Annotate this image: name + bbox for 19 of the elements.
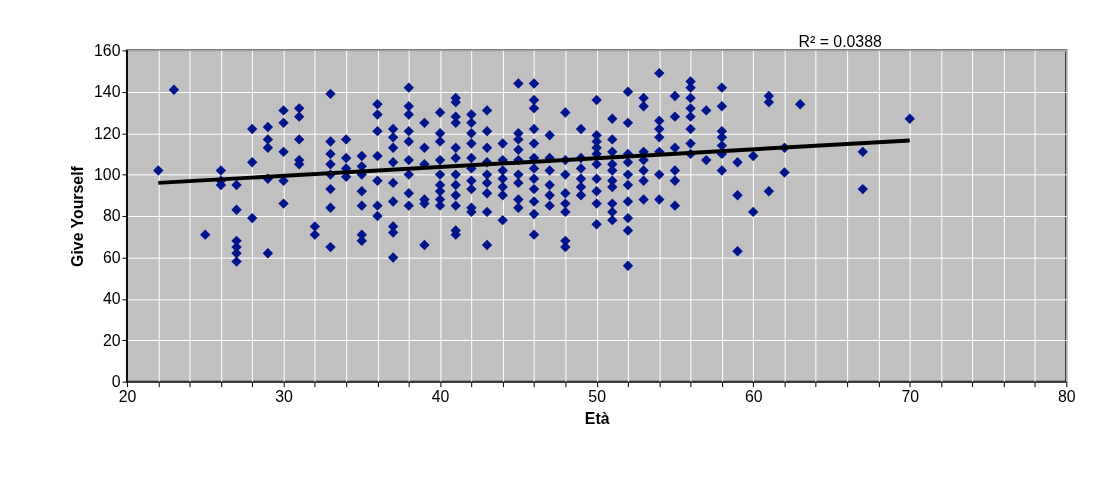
x-axis-title: Età xyxy=(584,409,610,427)
x-tick-label: 30 xyxy=(275,388,294,406)
y-tick-label: 100 xyxy=(94,166,121,184)
y-axis-title: Give Yourself xyxy=(69,165,87,267)
text: R² = 0.0388 xyxy=(798,33,882,51)
y-tick-label: 60 xyxy=(102,248,121,266)
x-tick-label: 80 xyxy=(1058,388,1076,406)
x-tick-label: 70 xyxy=(901,388,920,406)
x-tick-label: 60 xyxy=(744,388,763,406)
y-tick-label: 20 xyxy=(102,331,121,349)
y-tick-label: 0 xyxy=(111,373,121,391)
y-tick-label: 160 xyxy=(94,41,121,59)
y-tick-label: 140 xyxy=(94,83,121,101)
x-tick-label: 40 xyxy=(431,388,450,406)
y-tick-label: 80 xyxy=(102,207,121,225)
x-tick-label: 50 xyxy=(588,388,607,406)
y-tick-label: 40 xyxy=(102,290,121,308)
x-tick-label: 20 xyxy=(118,388,137,406)
y-tick-label: 120 xyxy=(94,124,121,142)
